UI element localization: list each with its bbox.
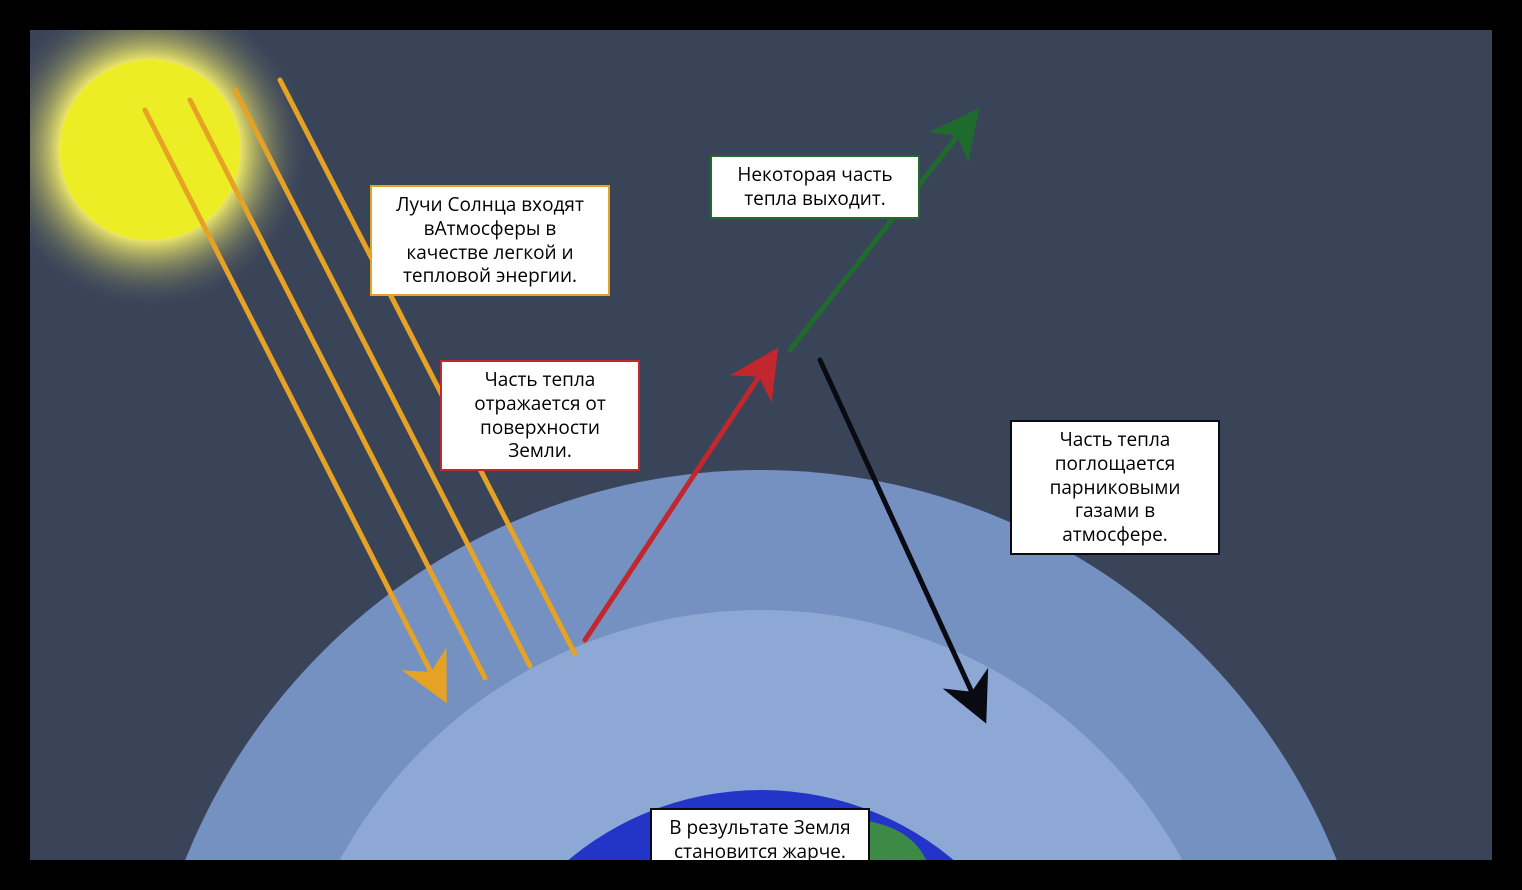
- label-result: В результате Земля становится жарче.: [650, 808, 870, 860]
- label-escape: Некоторая часть тепла выходит.: [710, 155, 920, 219]
- diagram-frame: Лучи Солнца входят вАтмосферы в качестве…: [30, 30, 1492, 860]
- label-sun-rays: Лучи Солнца входят вАтмосферы в качестве…: [370, 185, 610, 296]
- label-absorb: Часть тепла поглощается парниковыми газа…: [1010, 420, 1220, 555]
- label-reflect: Часть тепла отражается от поверхности Зе…: [440, 360, 640, 471]
